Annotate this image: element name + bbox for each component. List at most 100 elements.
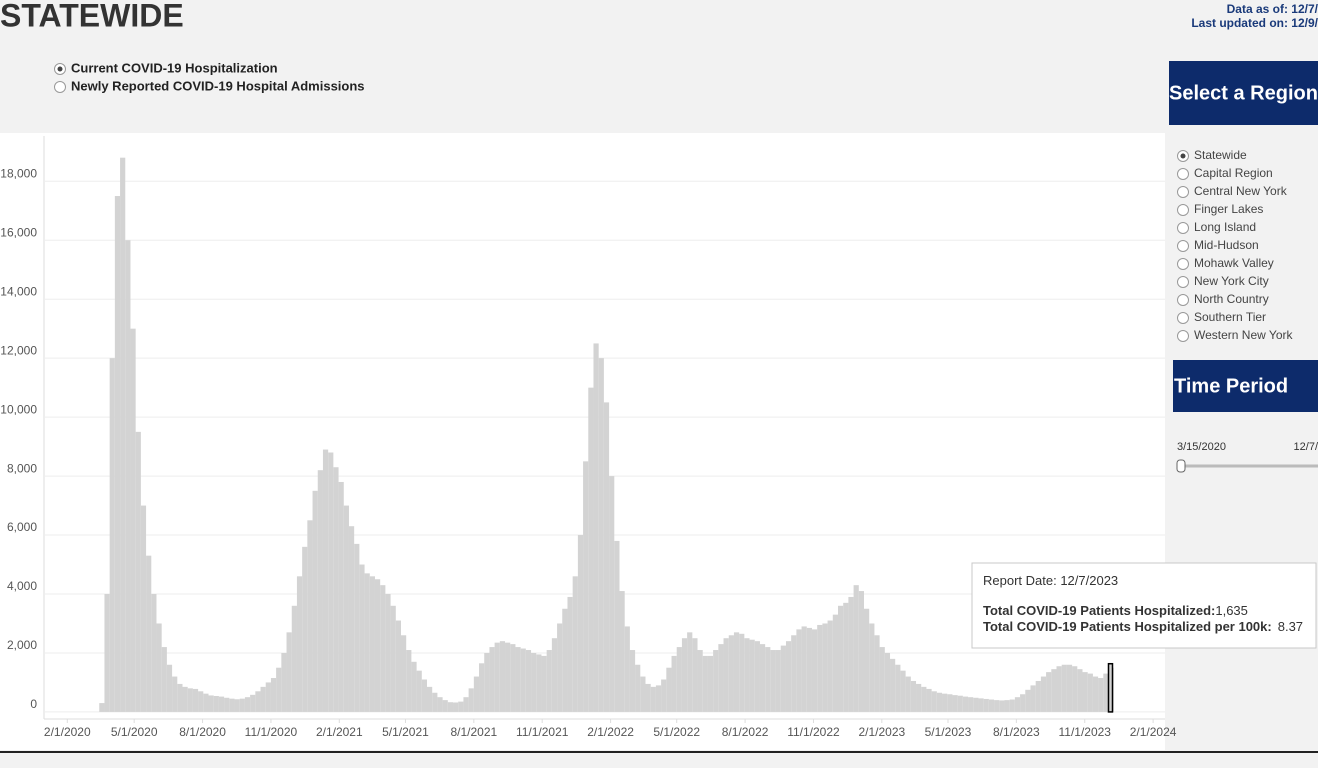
x-tick-label: 8/1/2020 [179,725,226,739]
bar [562,608,568,712]
bar [687,632,693,712]
x-tick-label: 5/1/2023 [925,725,972,739]
bar [671,655,677,712]
radio[interactable] [1177,204,1189,216]
bar [858,591,865,712]
radio-label[interactable]: North Country [1194,292,1269,306]
bar [702,655,708,712]
radio-label[interactable]: Western New York [1194,328,1293,342]
bar [557,623,563,712]
bar [994,700,1000,712]
radio[interactable] [1177,294,1189,306]
bar [692,638,698,712]
bar [936,692,943,712]
bar [988,699,995,712]
bar [442,700,448,712]
bar [1072,666,1078,712]
radio-label[interactable]: Central New York [1194,184,1288,198]
bar [588,387,594,712]
x-tick-label: 11/1/2021 [516,725,569,739]
bar [837,605,844,712]
bar [1004,700,1010,712]
bar [473,676,480,712]
radio[interactable] [1177,222,1189,234]
radio-label[interactable]: Mid-Hudson [1194,238,1259,252]
bar [109,358,115,712]
radio[interactable] [1177,330,1189,342]
bar [567,596,573,712]
radio-label[interactable]: Newly Reported COVID-19 Hospital Admissi… [71,78,365,93]
bar [270,678,277,712]
bar [302,546,308,712]
bar [182,686,188,712]
y-tick-label: 12,000 [0,343,37,357]
bar [218,696,225,712]
y-tick-label: 4,000 [7,579,37,593]
x-tick-label: 8/1/2021 [450,725,497,739]
bar [1056,666,1062,712]
radio[interactable] [54,81,66,93]
bar [1107,662,1114,713]
bar [411,661,417,712]
last-updated: Last updated on: 12/9/ [1191,16,1318,30]
bar [973,697,979,712]
label: Total COVID-19 Patients Hospitalized: [983,603,1215,618]
data-as-of: Data as of: 12/7/ [1227,2,1318,16]
slider-handle[interactable] [1176,459,1186,473]
bar [707,655,714,712]
radio-label[interactable]: Mohawk Valley [1194,256,1274,270]
radio-label[interactable]: New York City [1194,274,1269,288]
bar [146,555,152,712]
bar [343,505,349,712]
bar [317,470,323,712]
bar [957,695,963,712]
bar [130,328,136,712]
bar [229,698,235,712]
bar [983,698,989,712]
y-tick-label: 8,000 [7,461,37,475]
radio[interactable] [1177,240,1189,252]
bar [869,623,875,712]
bar [577,535,584,712]
bar [120,157,126,712]
tooltip-date: Report Date: 12/7/2023 [983,573,1118,588]
region-title: Select a Region [1169,82,1318,104]
bar [900,670,906,712]
radio-label[interactable]: Current COVID-19 Hospitalization [71,60,278,75]
bar [374,579,381,712]
bar [1092,676,1099,712]
bar [447,702,454,712]
bar [437,697,443,712]
bar [484,652,490,712]
x-tick-label: 2/1/2022 [587,725,634,739]
bar [312,490,318,712]
bar [250,694,256,712]
radio[interactable] [1177,258,1189,270]
bar [827,620,833,712]
radio-label[interactable]: Long Island [1194,220,1256,234]
radio-label[interactable]: Statewide [1194,148,1247,162]
radio[interactable] [1177,276,1189,288]
bar [525,650,532,712]
y-tick-label: 0 [30,697,37,711]
radio[interactable] [1177,168,1189,180]
radio[interactable] [1177,186,1189,198]
bar [754,641,760,712]
radio[interactable] [1177,312,1189,324]
bar [172,676,178,712]
bar [749,639,755,712]
bar [541,655,547,712]
bar [400,635,407,712]
radio-label[interactable]: Capital Region [1194,166,1273,180]
bar [114,196,121,712]
radio-label[interactable]: Southern Tier [1194,310,1266,324]
bar [661,679,667,712]
bar [598,358,604,712]
bar [213,696,219,712]
bar [968,697,974,712]
bar [359,564,365,712]
radio-label[interactable]: Finger Lakes [1194,202,1263,216]
tooltip-per100k: Total COVID-19 Patients Hospitalized per… [983,619,1303,634]
bar [333,467,339,712]
bar [369,576,375,712]
